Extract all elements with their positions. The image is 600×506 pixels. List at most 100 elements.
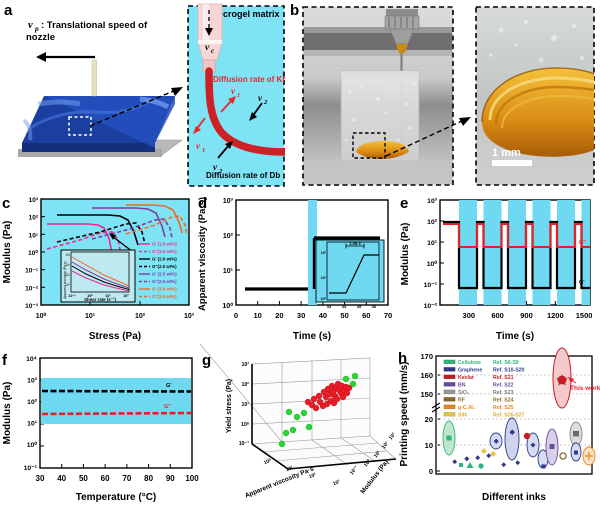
svg-text:10¹: 10¹ [427,240,438,247]
svg-text:Silk: Silk [458,413,467,419]
svg-text:36: 36 [372,304,377,309]
panel-d-transition-band [308,200,317,305]
panel-f-Gdoubleprime-trace [41,411,192,416]
svg-text:10⁻¹: 10⁻¹ [349,464,360,476]
direction-arrow-icon [36,52,95,62]
panel-h-label: h [398,350,408,367]
svg-text:10²: 10² [27,399,38,406]
panel-e: e Modulus (Pa) Time (s) 10³ 10² 10¹ 10⁰ 10⁻… [398,192,600,344]
legend-row: Silk Ref. S26-S27 [443,412,525,419]
svg-text:1500: 1500 [576,311,593,320]
legend-item-label: G"(3.0 wt%) [152,294,177,299]
svg-text:10¹: 10¹ [27,421,38,428]
legend-row: Cellulose Ref. S6-S9 [443,359,519,366]
svg-text:10¹: 10¹ [242,402,250,408]
panel-c-ylabel: Modulus (Pa) [2,221,13,284]
microgel-matrix-label: Microgel matrix [213,9,280,19]
svg-text:300: 300 [463,311,476,320]
substrate-edge [18,149,162,157]
svg-text:10³: 10³ [388,432,396,442]
vp-description-line2: nozzle [26,32,55,43]
svg-text:40: 40 [57,474,66,483]
panel-h-ylabel: Printing speed (mm/s) [399,361,410,466]
panel-e-Gdoubleprime-trace [443,223,590,248]
svg-text:10¹: 10¹ [29,232,38,239]
svg-text:Ref. S10-S20: Ref. S10-S20 [493,368,525,374]
panel-c-inset-ylabel: Apparent viscosity (Pa·s) [63,261,67,299]
panel-g-zticks: 10⁻¹ 10⁰ 10¹ 10² 10³ [349,432,396,477]
legend-row: BN Ref. S22 [443,382,514,389]
panel-g-xticks: 10⁰ 10¹ 10² 10³ [263,458,341,487]
panel-g-yticks: 10³ 10² 10¹ 10⁰ 10⁻¹ [239,362,250,447]
svg-text:Cellulose: Cellulose [458,360,481,366]
svg-text:40: 40 [319,311,327,320]
panel-d-chart: Apparent viscosity (Pa·s) Time (s) 10³10… [197,197,392,342]
svg-text:10¹: 10¹ [285,465,294,473]
svg-text:10⁰: 10⁰ [27,441,38,449]
svg-text:Ref. S26-S27: Ref. S26-S27 [493,413,525,419]
legend-row: g-C₃N₄ Ref. S25 [443,404,514,411]
vp-description: : Translational speed of [41,20,148,31]
svg-text:v: v [258,93,263,103]
svg-text:10³: 10³ [29,197,39,204]
svg-text:10⁻¹: 10⁻¹ [68,294,76,298]
legend-row: SiO₂ Ref. S23 [443,389,514,396]
svg-text:20: 20 [425,415,433,424]
legend-item-label: G' (1.5 wt%) [152,242,177,247]
svg-text:2: 2 [218,168,223,175]
v2-arrow-upper: v 2 [249,93,268,121]
svg-text:10⁻¹: 10⁻¹ [239,441,250,447]
svg-text:Ref. S24: Ref. S24 [493,398,514,404]
svg-text:34: 34 [342,304,347,309]
svg-text:80: 80 [144,474,153,483]
svg-text:10²: 10² [135,313,146,320]
panel-f-xlabel: Temperature (°C) [76,492,157,503]
svg-text:50: 50 [340,311,348,320]
panel-d-inset: 10² 10¹ 10⁰ 33 34 35 36 1.08 s [315,239,385,309]
panel-h-legend: Cellulose Ref. S6-S9 Graphene Ref. S10-S… [443,359,525,419]
svg-text:10³: 10³ [242,362,250,368]
panel-d-viscosity-trace [245,236,380,291]
svg-text:10¹: 10¹ [373,450,382,460]
panel-h-axis-break [431,402,441,413]
panel-g-green-points [278,372,359,448]
printed-structure [356,141,409,159]
legend-item-label: G"(1.5 wt%) [152,249,177,254]
svg-text:10⁴: 10⁴ [26,356,37,363]
svg-text:10⁰: 10⁰ [427,260,438,268]
legend-item-label: G' (2.5 wt%) [152,272,177,277]
panel-g-label: g [202,352,212,369]
svg-text:SiO₂: SiO₂ [458,390,470,396]
svg-text:33: 33 [327,304,332,309]
svg-text:10²: 10² [65,263,70,267]
svg-text:2: 2 [263,99,268,106]
roi-box [68,116,92,136]
svg-text:10²: 10² [427,219,438,226]
svg-text:10⁰: 10⁰ [241,422,249,428]
vc-symbol: v [205,43,210,53]
svg-text:10¹: 10¹ [105,294,111,298]
svg-text:70: 70 [122,474,131,483]
panel-g: g Yield stress (Pa) Apparent viscosity P… [200,344,396,506]
panel-f-chart: Modulus (Pa) Temperature (°C) 10⁴ 10³ 10² … [2,356,199,503]
knf-diffusion-label: Diffusion rate of KNF [213,75,285,84]
panel-g-grid [200,344,396,470]
svg-text:10³: 10³ [223,198,234,205]
svg-text:0: 0 [429,467,433,476]
svg-text:Ref. S6-S9: Ref. S6-S9 [493,360,519,366]
svg-text:10¹: 10¹ [85,313,96,320]
gel-block-side [44,96,175,148]
svg-text:Ref. S23: Ref. S23 [493,390,514,396]
panel-a: a v p : Translational speed of nozzle Mi… [0,0,285,190]
panel-c-inset: Apparent viscosity (Pa·s) Shear rate (s⁻… [60,249,136,303]
svg-text:10⁻¹: 10⁻¹ [24,465,38,472]
panel-c-curves [46,204,188,255]
panel-d: d Apparent viscosity (Pa·s) Time (s) 10³… [196,192,398,344]
gel-block-front [22,143,155,152]
vp-symbol: v [28,20,33,31]
panel-e-ylabel: Modulus (Pa) [400,223,411,286]
svg-text:60: 60 [362,311,370,320]
svg-text:10³: 10³ [27,378,38,385]
panel-d-xlabel: Time (s) [293,331,331,342]
svg-text:60: 60 [101,474,110,483]
